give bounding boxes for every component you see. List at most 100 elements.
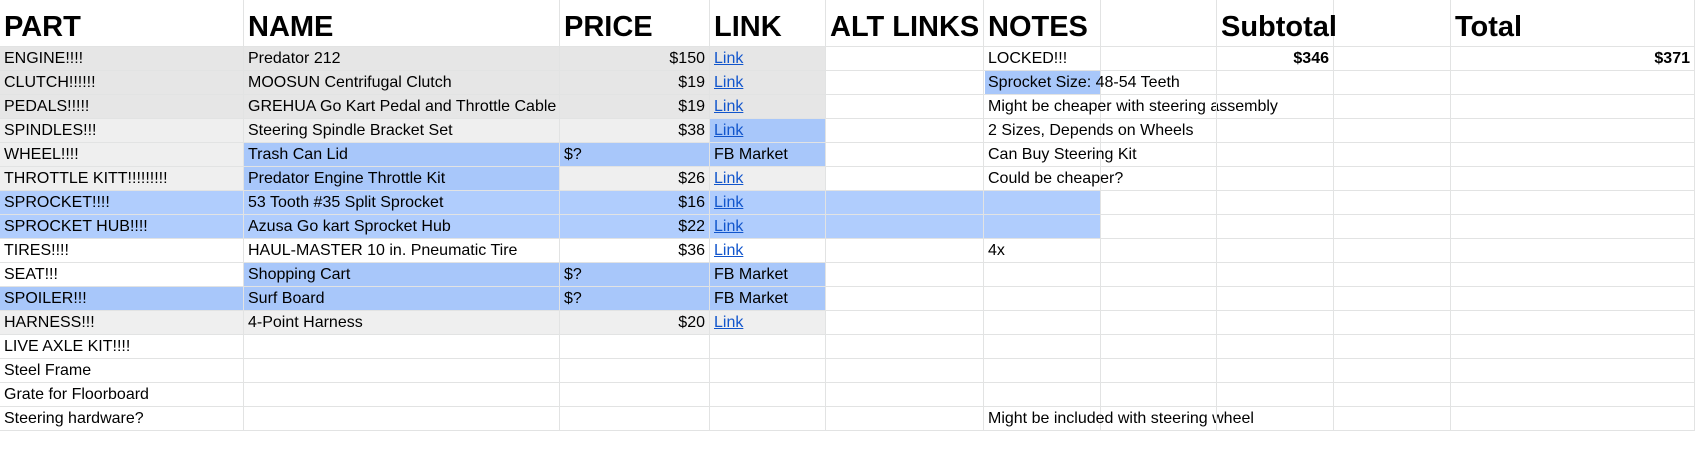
price-cell[interactable]: $36 <box>560 239 710 263</box>
total-cell[interactable] <box>1451 311 1695 335</box>
subtotal-cell[interactable]: $346 <box>1217 47 1334 71</box>
alt-link-cell[interactable] <box>826 383 984 407</box>
empty-cell[interactable] <box>1334 71 1451 95</box>
note-cell[interactable] <box>984 311 1101 335</box>
note-cell[interactable]: 2 Sizes, Depends on Wheels <box>984 119 1193 143</box>
subtotal-cell[interactable] <box>1217 95 1334 119</box>
empty-cell[interactable] <box>1334 47 1451 71</box>
empty-cell[interactable] <box>1101 215 1217 239</box>
empty-cell[interactable] <box>1334 383 1451 407</box>
name-cell[interactable]: Steering Spindle Bracket Set <box>244 119 560 143</box>
link-cell[interactable]: Link <box>710 71 826 95</box>
total-cell[interactable] <box>1451 359 1695 383</box>
name-cell[interactable]: Trash Can Lid <box>244 143 560 167</box>
alt-link-cell[interactable] <box>826 215 984 239</box>
note-cell[interactable] <box>984 335 1101 359</box>
name-cell[interactable] <box>244 407 560 431</box>
total-cell[interactable] <box>1451 335 1695 359</box>
empty-cell[interactable] <box>1334 143 1451 167</box>
header-cell-10[interactable]: Total <box>1451 0 1695 47</box>
empty-cell[interactable] <box>1101 263 1217 287</box>
name-cell[interactable]: 4-Point Harness <box>244 311 560 335</box>
part-cell[interactable]: SEAT!!! <box>0 263 244 287</box>
link-cell[interactable] <box>710 359 826 383</box>
alt-link-cell[interactable] <box>826 263 984 287</box>
empty-cell[interactable] <box>1101 335 1217 359</box>
empty-cell[interactable] <box>1101 287 1217 311</box>
subtotal-cell[interactable] <box>1217 167 1334 191</box>
name-cell[interactable]: Surf Board <box>244 287 560 311</box>
note-cell[interactable]: Can Buy Steering Kit <box>984 143 1137 167</box>
empty-cell[interactable] <box>1101 71 1217 95</box>
total-cell[interactable] <box>1451 407 1695 431</box>
total-cell[interactable] <box>1451 215 1695 239</box>
part-cell[interactable]: SPOILER!!! <box>0 287 244 311</box>
note-cell[interactable] <box>984 215 1101 239</box>
total-cell[interactable] <box>1451 383 1695 407</box>
part-cell[interactable]: WHEEL!!!! <box>0 143 244 167</box>
price-cell[interactable] <box>560 407 710 431</box>
empty-cell[interactable] <box>1101 191 1217 215</box>
alt-link-cell[interactable] <box>826 95 984 119</box>
note-cell[interactable]: Sprocket Size: 48-54 Teeth <box>984 71 1180 95</box>
part-cell[interactable]: Steering hardware? <box>0 407 244 431</box>
total-cell[interactable] <box>1451 263 1695 287</box>
part-cell[interactable]: SPROCKET!!!! <box>0 191 244 215</box>
name-cell[interactable]: 53 Tooth #35 Split Sprocket <box>244 191 560 215</box>
header-cell-1[interactable]: PART <box>0 0 244 47</box>
part-cell[interactable]: CLUTCH!!!!!! <box>0 71 244 95</box>
part-cell[interactable]: Steel Frame <box>0 359 244 383</box>
subtotal-cell[interactable] <box>1217 71 1334 95</box>
alt-link-cell[interactable] <box>826 167 984 191</box>
name-cell[interactable] <box>244 335 560 359</box>
header-cell-8[interactable]: Subtotal <box>1217 0 1337 47</box>
empty-cell[interactable] <box>1334 191 1451 215</box>
name-cell[interactable]: Shopping Cart <box>244 263 560 287</box>
empty-cell[interactable] <box>1101 95 1217 119</box>
link-cell[interactable]: Link <box>710 311 826 335</box>
link-cell[interactable]: Link <box>710 191 826 215</box>
header-cell-3[interactable]: PRICE <box>560 0 710 47</box>
price-cell[interactable]: $16 <box>560 191 710 215</box>
header-cell-4[interactable]: LINK <box>710 0 826 47</box>
empty-cell[interactable] <box>1101 359 1217 383</box>
link-cell[interactable] <box>710 383 826 407</box>
subtotal-cell[interactable] <box>1217 119 1334 143</box>
header-cell-9[interactable] <box>1334 0 1451 47</box>
link-cell[interactable]: Link <box>710 215 826 239</box>
price-cell[interactable]: $19 <box>560 95 710 119</box>
note-cell[interactable] <box>984 263 1101 287</box>
name-cell[interactable] <box>244 383 560 407</box>
total-cell[interactable] <box>1451 119 1695 143</box>
link-cell[interactable]: Link <box>710 239 826 263</box>
part-cell[interactable]: TIRES!!!! <box>0 239 244 263</box>
subtotal-cell[interactable] <box>1217 287 1334 311</box>
empty-cell[interactable] <box>1334 311 1451 335</box>
note-cell[interactable] <box>984 359 1101 383</box>
header-cell-2[interactable]: NAME <box>244 0 560 47</box>
subtotal-cell[interactable] <box>1217 215 1334 239</box>
price-cell[interactable]: $19 <box>560 71 710 95</box>
note-cell[interactable] <box>984 287 1101 311</box>
link-cell[interactable] <box>710 407 826 431</box>
note-cell[interactable]: Might be cheaper with steering assembly <box>984 95 1278 119</box>
total-cell[interactable] <box>1451 95 1695 119</box>
link-cell[interactable]: Link <box>710 95 826 119</box>
part-cell[interactable]: ENGINE!!!! <box>0 47 244 71</box>
total-cell[interactable] <box>1451 143 1695 167</box>
price-cell[interactable]: $? <box>560 143 710 167</box>
subtotal-cell[interactable] <box>1217 191 1334 215</box>
subtotal-cell[interactable] <box>1217 263 1334 287</box>
name-cell[interactable]: Predator 212 <box>244 47 560 71</box>
part-cell[interactable]: Grate for Floorboard <box>0 383 244 407</box>
price-cell[interactable]: $150 <box>560 47 710 71</box>
note-cell[interactable] <box>984 383 1101 407</box>
note-cell[interactable]: LOCKED!!! <box>984 47 1101 71</box>
name-cell[interactable]: Azusa Go kart Sprocket Hub <box>244 215 560 239</box>
link-cell[interactable] <box>710 335 826 359</box>
note-cell[interactable] <box>984 191 1101 215</box>
empty-cell[interactable] <box>1334 119 1451 143</box>
header-cell-5[interactable]: ALT LINKS <box>826 0 984 47</box>
empty-cell[interactable] <box>1101 407 1217 431</box>
subtotal-cell[interactable] <box>1217 311 1334 335</box>
